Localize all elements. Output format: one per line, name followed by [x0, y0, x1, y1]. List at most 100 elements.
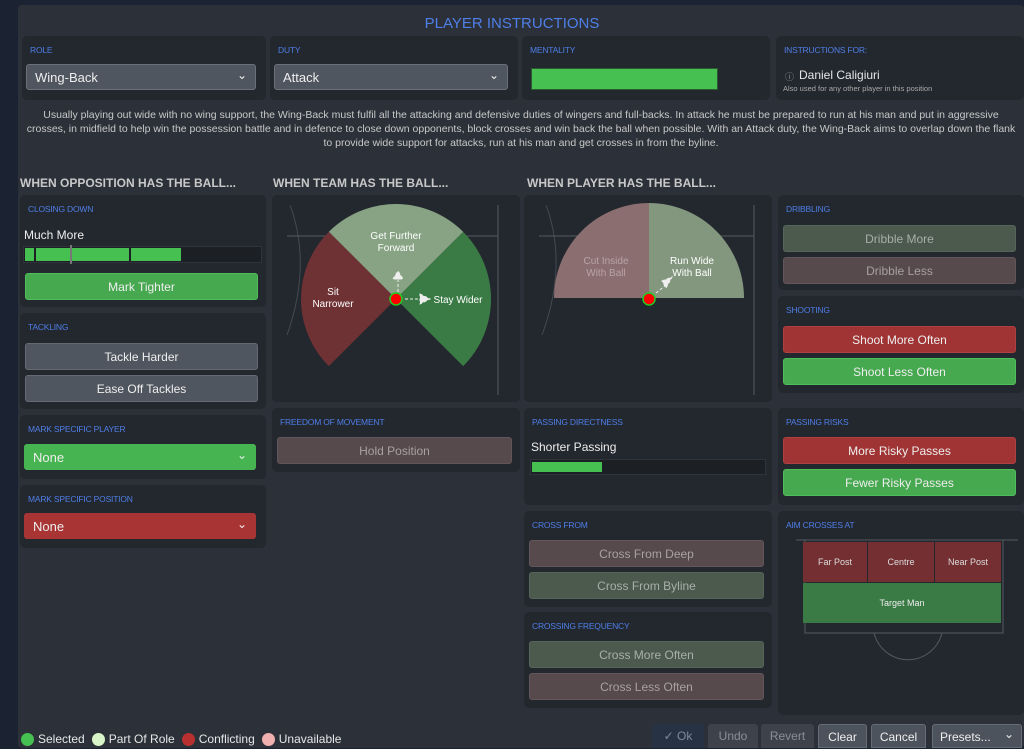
arrow-diagonal-icon	[655, 276, 674, 294]
player-marker	[389, 292, 403, 306]
duty-value: Attack	[283, 70, 320, 85]
closing-down-fill	[25, 248, 182, 261]
closing-down-panel: CLOSING DOWN Much More Mark Tighter	[20, 195, 266, 307]
fewer-risky-passes-button[interactable]: Fewer Risky Passes	[783, 469, 1016, 496]
team-ball-diagram-panel: Get Further Forward Sit Narrower Stay Wide…	[272, 195, 520, 402]
undo-button[interactable]: Undo	[708, 724, 758, 748]
legend-unavailable: Unavailable	[278, 732, 342, 746]
cross-from-label: CROSS FROM	[532, 520, 588, 530]
mark-player-label: MARK SPECIFIC PLAYER	[28, 424, 126, 434]
near-post-label: Near Post	[948, 557, 989, 567]
duty-select[interactable]: Attack ⌄	[274, 64, 508, 90]
chevron-down-icon: ⌄	[236, 68, 247, 82]
tackling-label: TACKLING	[28, 322, 69, 332]
team-movement-diagram: Get Further Forward Sit Narrower Stay Wide…	[286, 204, 499, 395]
presets-label: Presets...	[940, 730, 991, 744]
revert-button[interactable]: Revert	[761, 724, 814, 748]
player-name[interactable]: Daniel Caligiuri	[799, 68, 880, 82]
get-further-forward-label: Get Further Forward	[370, 231, 422, 254]
mark-position-select[interactable]: None ⌄	[24, 513, 256, 539]
mark-player-select[interactable]: None ⌄	[24, 444, 256, 470]
cross-from-deep-button[interactable]: Cross From Deep	[529, 540, 764, 567]
legend: Selected Part Of Role Conflicting Unavai…	[18, 732, 341, 746]
dribble-more-button[interactable]: Dribble More	[783, 225, 1016, 252]
shooting-panel: SHOOTING Shoot More Often Shoot Less Oft…	[778, 296, 1024, 393]
cut-inside-label: Cut Inside With Ball	[583, 256, 628, 279]
chevron-down-icon: ⌄	[236, 517, 247, 531]
mark-position-panel: MARK SPECIFIC POSITION None ⌄	[20, 485, 266, 548]
slider-marker	[70, 245, 72, 264]
run-wide-zone[interactable]	[649, 203, 744, 298]
hold-position-button[interactable]: Hold Position	[277, 437, 512, 464]
run-wide-label: Run Wide With Ball	[670, 256, 714, 279]
selected-dot-icon	[21, 732, 34, 746]
instructions-for-label: INSTRUCTIONS FOR:	[784, 45, 868, 55]
shoot-less-often-button[interactable]: Shoot Less Often	[783, 358, 1016, 385]
presets-button[interactable]: Presets... ⌄	[932, 724, 1022, 748]
conflicting-dot-icon	[181, 732, 195, 746]
role-panel: ROLE Wing-Back ⌄	[22, 36, 266, 100]
role-description: Usually playing out wide with no wing su…	[26, 109, 1016, 149]
duty-label: DUTY	[278, 45, 301, 55]
shoot-more-often-button[interactable]: Shoot More Often	[783, 326, 1016, 353]
clear-button[interactable]: Clear	[818, 724, 867, 748]
unavailable-dot-icon	[261, 732, 275, 746]
cross-from-panel: CROSS FROM Cross From Deep Cross From By…	[524, 511, 772, 607]
closing-down-slider[interactable]	[23, 245, 262, 264]
freedom-panel: FREEDOM OF MOVEMENT Hold Position	[272, 408, 520, 472]
page-title: PLAYER INSTRUCTIONS	[424, 15, 600, 32]
legend-part-of-role: Part Of Role	[108, 732, 175, 746]
ok-button[interactable]: ✓ Ok	[652, 724, 704, 748]
mark-player-value: None	[33, 450, 65, 465]
info-icon: ⓘ	[785, 72, 795, 82]
cross-more-often-button[interactable]: Cross More Often	[529, 641, 764, 668]
role-value: Wing-Back	[35, 70, 98, 85]
stay-wider-label: Stay Wider	[434, 295, 484, 306]
role-select[interactable]: Wing-Back ⌄	[26, 64, 256, 90]
dribbling-panel: DRIBBLING Dribble More Dribble Less	[778, 195, 1024, 290]
closing-down-label: CLOSING DOWN	[28, 204, 94, 214]
mark-position-value: None	[33, 519, 65, 534]
far-post-zone[interactable]	[803, 542, 867, 582]
cut-inside-zone[interactable]	[554, 203, 649, 298]
duty-panel: DUTY Attack ⌄	[270, 36, 518, 100]
passing-risks-panel: PASSING RISKS More Risky Passes Fewer Ri…	[778, 408, 1024, 505]
mentality-label: MENTALITY	[530, 45, 576, 55]
player-movement-diagram: Cut Inside With Ball Run Wide With Ball	[539, 203, 755, 395]
dribble-less-button[interactable]: Dribble Less	[783, 257, 1016, 284]
cross-from-byline-button[interactable]: Cross From Byline	[529, 572, 764, 599]
cross-less-often-button[interactable]: Cross Less Often	[529, 673, 764, 700]
crossing-frequency-panel: CROSSING FREQUENCY Cross More Often Cros…	[524, 612, 772, 708]
passing-directness-panel: PASSING DIRECTNESS Shorter Passing	[524, 408, 772, 505]
more-risky-passes-button[interactable]: More Risky Passes	[783, 437, 1016, 464]
centre-label: Centre	[887, 557, 914, 567]
sit-narrower-zone[interactable]	[301, 231, 396, 367]
arrow-up-icon	[392, 270, 404, 292]
chevron-down-icon: ⌄	[236, 448, 247, 462]
sit-narrower-label: Sit Narrower	[312, 287, 354, 310]
target-man-zone[interactable]	[803, 583, 1001, 623]
passing-directness-slider[interactable]	[530, 459, 766, 475]
mark-tighter-button[interactable]: Mark Tighter	[25, 273, 258, 300]
passing-directness-fill	[532, 462, 603, 472]
aim-crosses-panel: AIM CROSSES AT Far Post Centre Near Post…	[778, 511, 1024, 715]
section-opposition: WHEN OPPOSITION HAS THE BALL...	[20, 176, 237, 190]
near-post-zone[interactable]	[935, 542, 1001, 582]
far-post-label: Far Post	[818, 557, 853, 567]
role-label: ROLE	[30, 45, 53, 55]
stay-wider-zone[interactable]	[396, 231, 491, 367]
passing-directness-label: PASSING DIRECTNESS	[532, 417, 623, 427]
closing-down-value: Much More	[24, 228, 85, 242]
mentality-panel: MENTALITY	[522, 36, 770, 100]
legend-conflicting: Conflicting	[198, 732, 255, 746]
get-further-forward-zone[interactable]	[328, 204, 464, 299]
aim-crosses-label: AIM CROSSES AT	[786, 520, 855, 530]
freedom-label: FREEDOM OF MOVEMENT	[280, 417, 385, 427]
section-player: WHEN PLAYER HAS THE BALL...	[527, 176, 716, 190]
cancel-button[interactable]: Cancel	[871, 724, 926, 748]
ease-off-tackles-button[interactable]: Ease Off Tackles	[25, 375, 258, 402]
tackling-panel: TACKLING Tackle Harder Ease Off Tackles	[20, 313, 266, 409]
tackle-harder-button[interactable]: Tackle Harder	[25, 343, 258, 370]
centre-zone[interactable]	[868, 542, 934, 582]
chevron-down-icon: ⌄	[488, 68, 499, 82]
